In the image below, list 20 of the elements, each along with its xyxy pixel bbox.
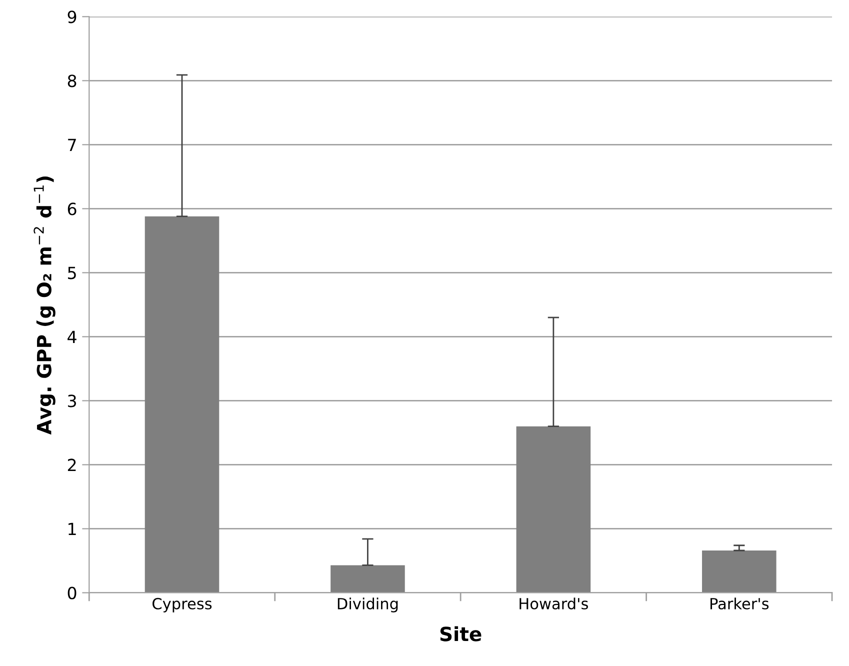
y-tick-label: 8 bbox=[68, 74, 76, 88]
y-tick-label: 0 bbox=[68, 586, 76, 600]
x-tick-label: Dividing bbox=[338, 598, 398, 612]
y-axis-title: Avg. GPP (g O₂ m$^{−2}$ d$^{−1}$) bbox=[34, 176, 56, 435]
x-tick-label: Cypress bbox=[152, 598, 212, 612]
bar bbox=[702, 550, 776, 593]
y-tick-label: 1 bbox=[68, 522, 76, 536]
y-tick-label: 6 bbox=[68, 202, 76, 216]
bar bbox=[144, 216, 220, 593]
y-tick-label: 7 bbox=[68, 138, 76, 151]
x-axis-title: Site bbox=[440, 626, 482, 642]
y-tick-label: 4 bbox=[68, 330, 76, 344]
bar bbox=[516, 426, 591, 593]
y-tick-label: 3 bbox=[68, 394, 76, 408]
x-tick-label: Howard's bbox=[520, 598, 588, 610]
bar bbox=[330, 565, 405, 593]
y-tick-label: 2 bbox=[68, 458, 76, 472]
y-tick-label: 5 bbox=[68, 266, 76, 280]
y-tick-label: 9 bbox=[68, 10, 76, 24]
x-tick-label: Parker's bbox=[710, 598, 769, 610]
